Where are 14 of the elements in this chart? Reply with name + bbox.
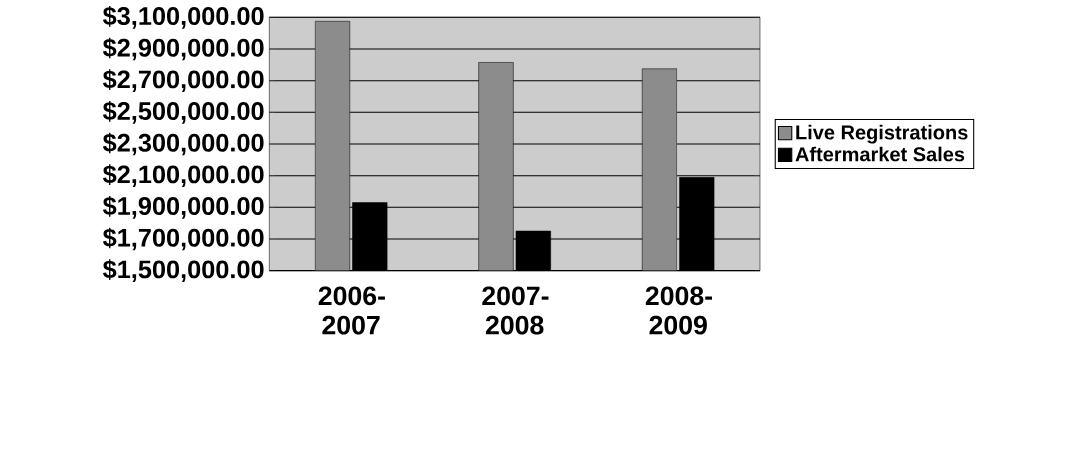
y-tick-label: $2,700,000.00 xyxy=(102,69,264,93)
y-tick-label: $1,900,000.00 xyxy=(102,195,264,219)
y-tick-label: $1,700,000.00 xyxy=(102,227,264,251)
legend-label: Aftermarket Sales xyxy=(795,146,965,162)
legend-label: Live Registrations xyxy=(796,124,968,144)
y-tick-label: $2,300,000.00 xyxy=(102,132,264,156)
y-tick-label: $1,500,000.00 xyxy=(102,259,264,283)
y-tick-label: $2,100,000.00 xyxy=(102,164,264,188)
x-tick-label: 2006-2007 xyxy=(318,286,385,335)
x-tick-label: 2008-2009 xyxy=(645,286,713,335)
x-tick-label: 2007-2008 xyxy=(482,286,549,335)
y-tick-label: $2,900,000.00 xyxy=(102,37,264,61)
y-tick-label: $2,500,000.00 xyxy=(102,100,264,124)
y-tick-label: $3,100,000.00 xyxy=(102,5,264,29)
